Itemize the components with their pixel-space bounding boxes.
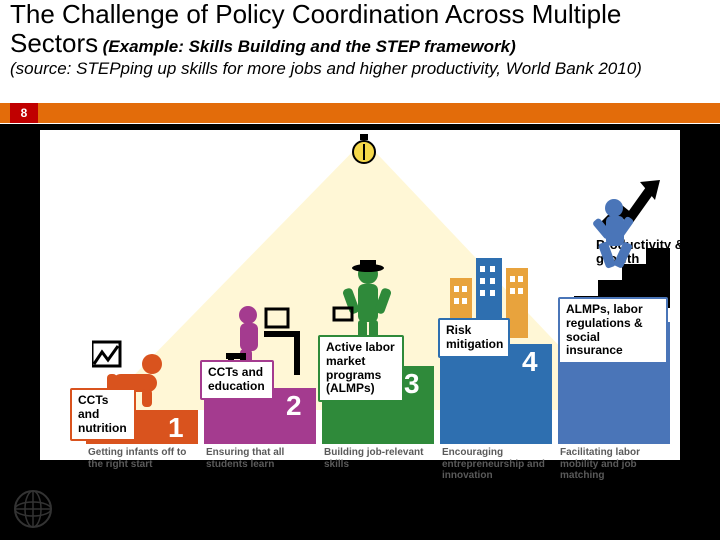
policy-callout: CCTs and education — [200, 360, 274, 400]
slide-subtitle: (Example: Skills Building and the STEP f… — [103, 37, 516, 56]
step-caption: Facilitating labor mobility and job matc… — [560, 447, 666, 482]
policy-callout: Risk mitigation — [438, 318, 510, 358]
step-column-3: 3 Building job-relevant skills — [322, 130, 434, 460]
slide: The Challenge of Policy Coordination Acr… — [0, 0, 720, 540]
policy-callout: CCTs and nutrition — [70, 388, 136, 441]
step-column-2: 2 Ensuring that all students learn — [204, 130, 316, 460]
step-column-5: 5 Facilitating labor mobility and job ma… — [558, 130, 670, 460]
title-block: The Challenge of Policy Coordination Acr… — [0, 0, 720, 79]
policy-callout: Active labor market programs (ALMPs) — [318, 335, 404, 402]
policy-callout: ALMPs, labor regulations & social insura… — [558, 297, 668, 364]
step-caption: Building job-relevant skills — [324, 447, 430, 470]
page-number-badge: 8 — [10, 103, 38, 123]
step-caption: Encouraging entrepreneurship and innovat… — [442, 447, 548, 482]
step-framework-figure: Productivity & growth 1 Getting infants … — [40, 130, 680, 460]
step-caption: Getting infants off to the right start — [88, 447, 194, 470]
accent-bar — [0, 103, 720, 123]
step-column-4: 4 Encouraging entrepreneurship and innov… — [440, 130, 552, 460]
logo-icon — [12, 488, 54, 530]
step-caption: Ensuring that all students learn — [206, 447, 312, 470]
source-citation: (source: STEPping up skills for more job… — [10, 59, 710, 79]
